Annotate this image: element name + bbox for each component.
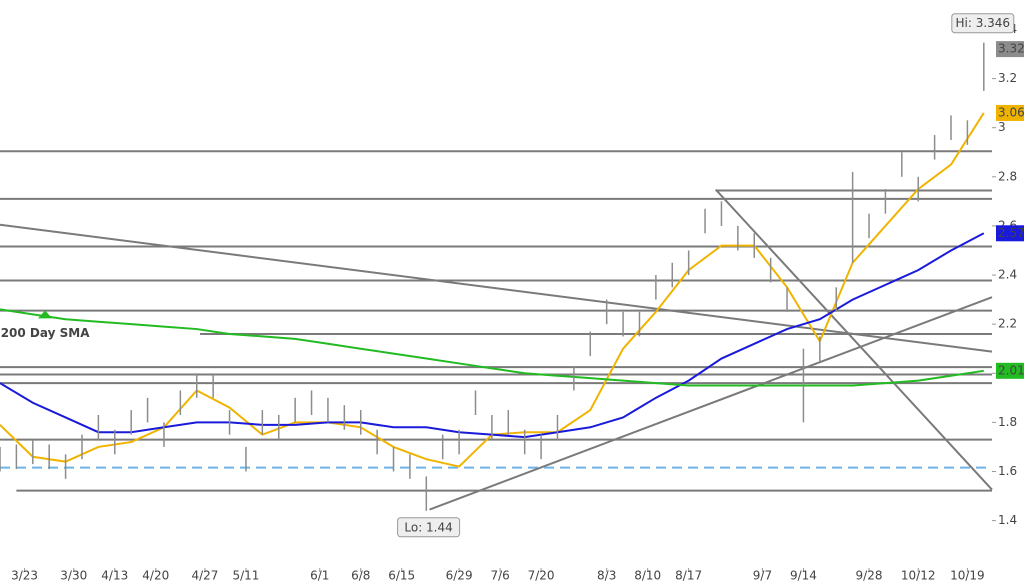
x-tick-label: 9/14 [790, 569, 817, 582]
trendline [714, 188, 993, 491]
x-tick-label: 4/27 [191, 569, 218, 582]
last-value-box [996, 104, 1024, 121]
y-tick-label: 2.2 [998, 317, 1017, 331]
moving-average [0, 308, 984, 387]
x-tick-label: 6/8 [351, 569, 370, 582]
annotation: Hi: 3.346 [956, 16, 1011, 30]
y-tick-label: 1.8 [998, 415, 1017, 429]
x-tick-label: 8/10 [634, 569, 661, 582]
y-tick-label: 3.2 [998, 71, 1017, 85]
y-tick-label: 2.8 [998, 169, 1017, 183]
x-tick-label: 8/17 [675, 569, 702, 582]
sma-label: 200 Day SMA [1, 326, 91, 340]
y-tick-label: 1.4 [998, 513, 1017, 527]
trendline [429, 296, 993, 511]
x-tick-label: 6/1 [310, 569, 329, 582]
y-tick-label: 1.6 [998, 464, 1017, 478]
annotation-box [951, 13, 1015, 34]
annotation-box [397, 517, 461, 538]
x-tick-label: 9/7 [753, 569, 772, 582]
x-tick-label: 10/19 [950, 569, 985, 582]
x-tick-label: 8/3 [597, 569, 616, 582]
last-value-box [996, 362, 1024, 379]
y-tick-label: 3 [998, 120, 1006, 134]
x-tick-label: 9/28 [856, 569, 883, 582]
y-tick-label: 2.4 [998, 268, 1017, 282]
annotation: Lo: 1.44 [404, 520, 452, 534]
x-tick-label: 7/20 [528, 569, 555, 582]
x-tick-label: 3/23 [11, 569, 38, 582]
x-tick-label: 3/30 [60, 569, 87, 582]
x-tick-label: 4/20 [142, 569, 169, 582]
x-tick-label: 10/12 [901, 569, 936, 582]
last-value-box [996, 225, 1024, 242]
last-value-label: 3.32 [998, 42, 1024, 56]
x-tick-label: 5/11 [232, 569, 259, 582]
last-value-box [996, 41, 1024, 58]
last-value-label: 2.57 [998, 226, 1024, 240]
trendline [0, 223, 993, 353]
last-value-label: 3.06 [998, 105, 1024, 119]
sma-marker [38, 310, 53, 319]
x-tick-label: 7/6 [490, 569, 509, 582]
x-tick-label: 4/13 [101, 569, 128, 582]
x-tick-label: 6/29 [446, 569, 473, 582]
x-tick-label: 6/15 [388, 569, 415, 582]
last-value-label: 2.01 [998, 363, 1024, 377]
